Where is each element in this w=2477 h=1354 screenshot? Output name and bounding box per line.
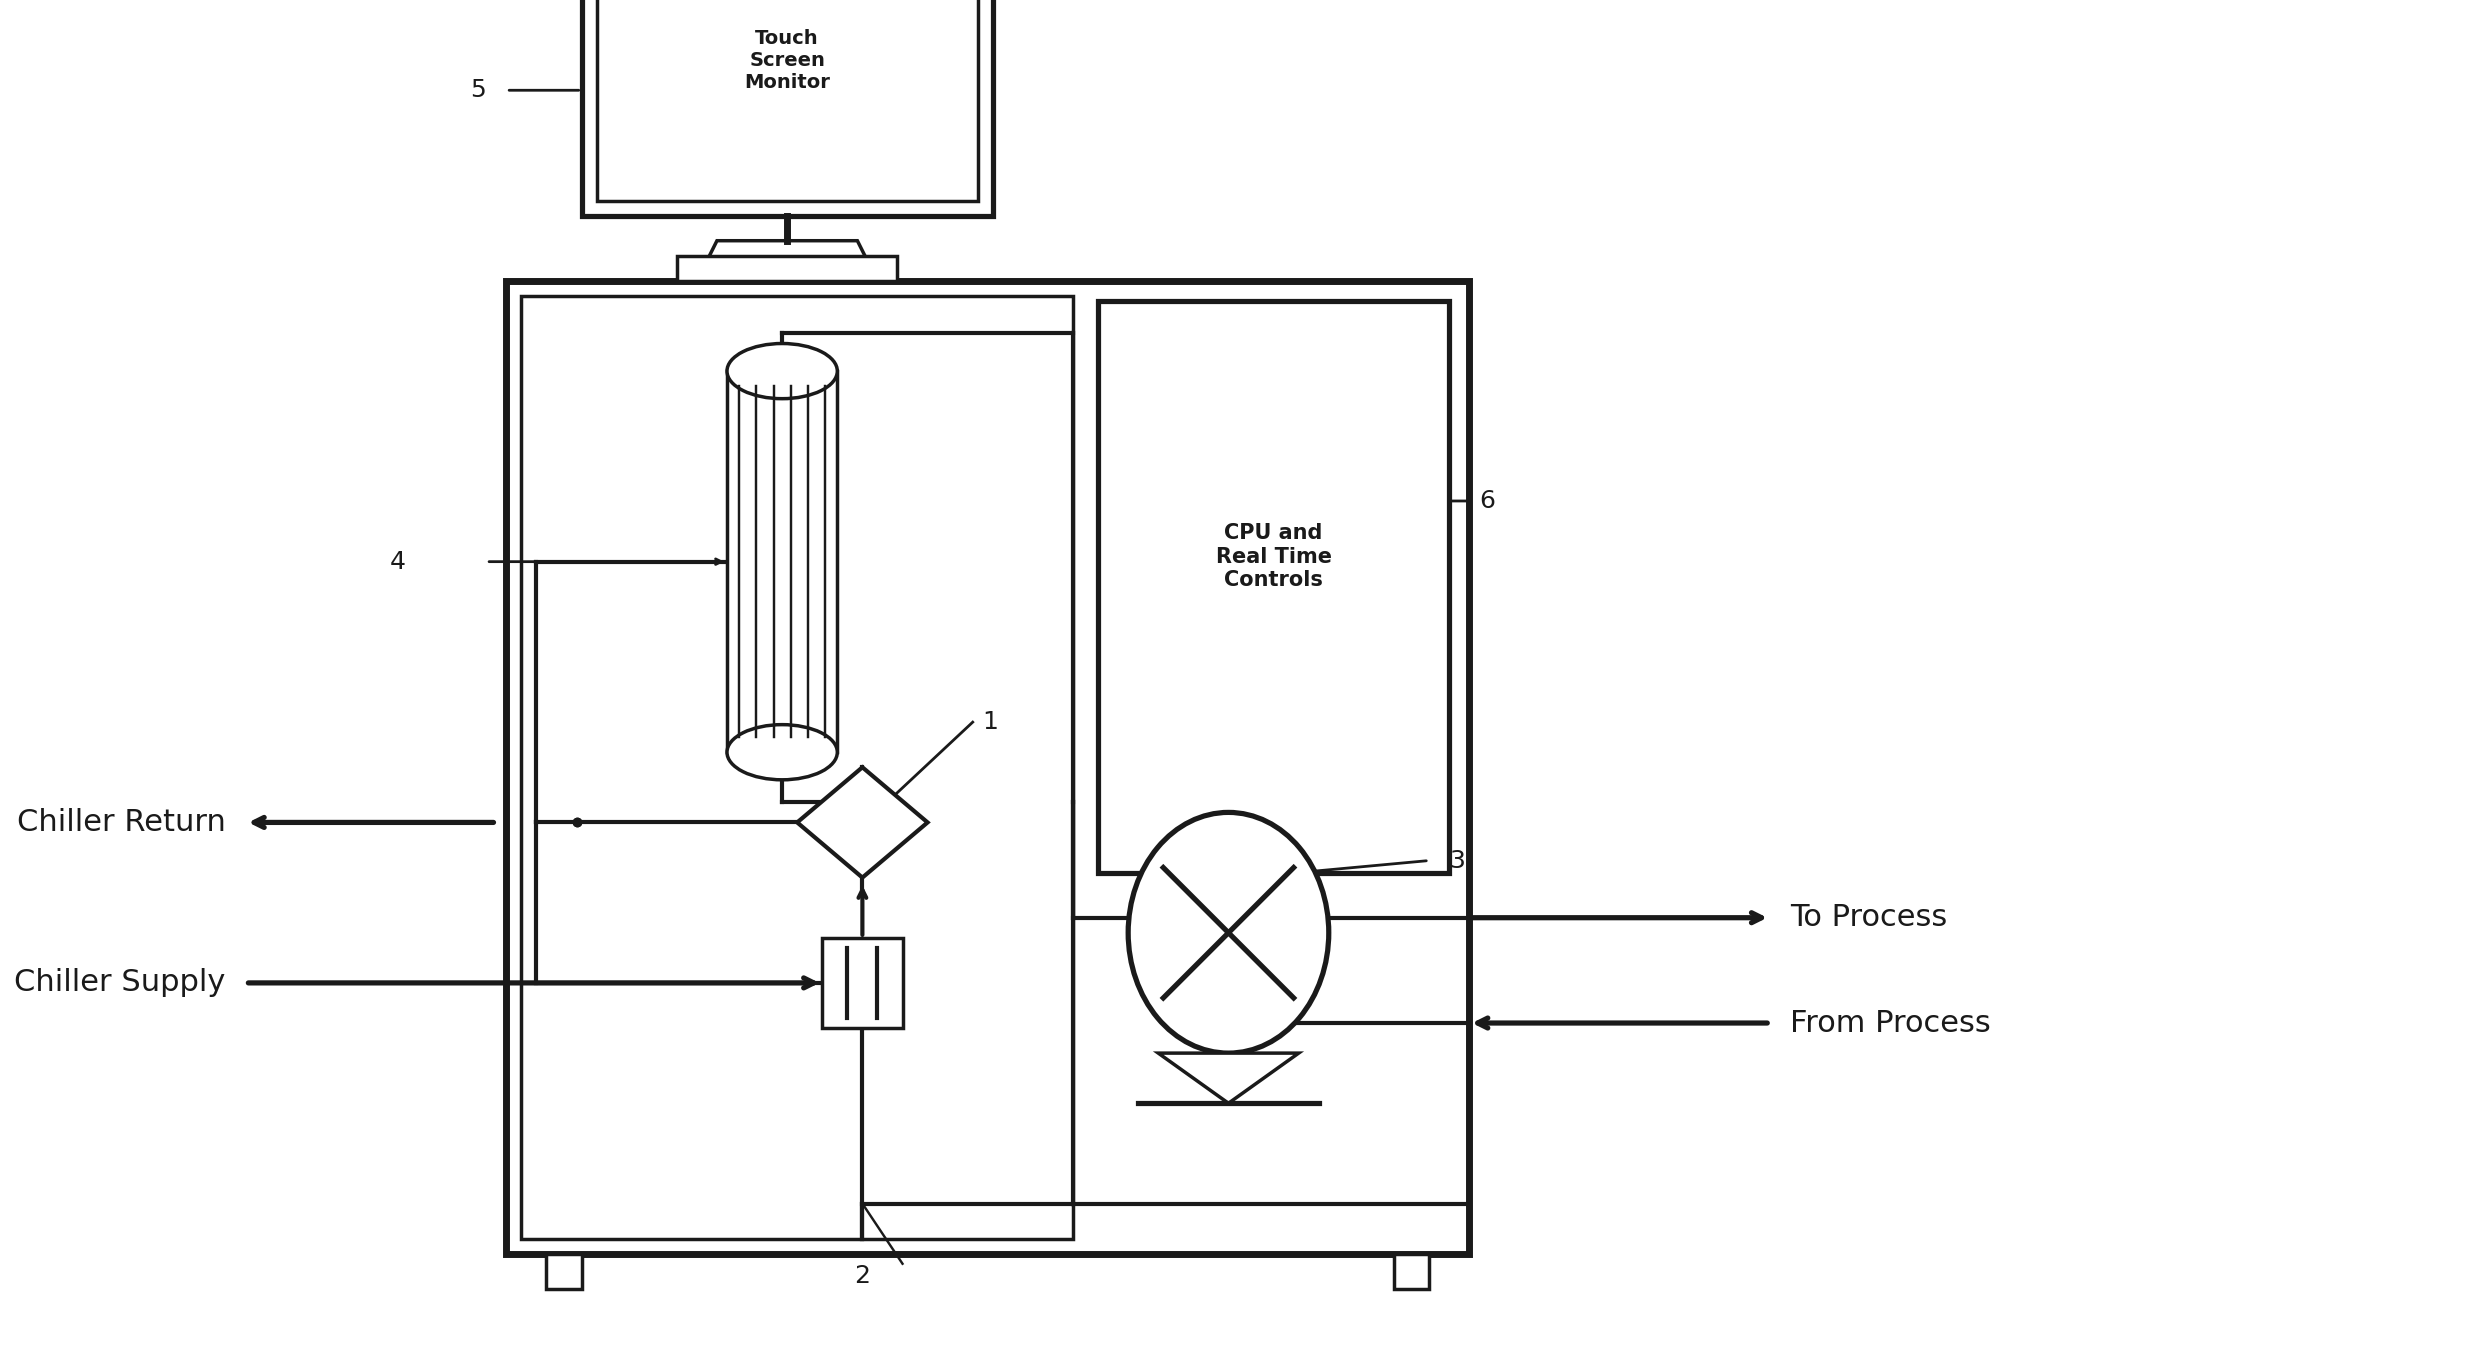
Polygon shape xyxy=(798,768,926,877)
Text: CPU and
Real Time
Controls: CPU and Real Time Controls xyxy=(1216,524,1333,590)
Text: Touch
Screen
Monitor: Touch Screen Monitor xyxy=(743,28,830,92)
Bar xyxy=(520,297,1073,1239)
Bar xyxy=(597,0,978,200)
Text: Chiller Supply: Chiller Supply xyxy=(15,968,225,998)
Text: 6: 6 xyxy=(1479,489,1496,513)
Ellipse shape xyxy=(1127,812,1328,1053)
Bar xyxy=(582,0,993,215)
Bar xyxy=(505,280,1469,1254)
Text: 3: 3 xyxy=(1449,849,1464,872)
Text: 1: 1 xyxy=(983,709,998,734)
Text: Chiller Return: Chiller Return xyxy=(17,808,225,837)
Polygon shape xyxy=(696,241,877,280)
Bar xyxy=(1097,301,1449,872)
Text: 4: 4 xyxy=(389,550,406,574)
Text: From Process: From Process xyxy=(1791,1009,1992,1037)
Ellipse shape xyxy=(726,344,837,398)
Text: To Process: To Process xyxy=(1791,903,1947,932)
Text: 5: 5 xyxy=(471,79,485,103)
Polygon shape xyxy=(1159,1053,1298,1104)
Ellipse shape xyxy=(726,724,837,780)
Bar xyxy=(676,256,897,280)
Bar xyxy=(726,371,837,753)
Text: 2: 2 xyxy=(855,1263,869,1288)
Bar xyxy=(1395,1254,1429,1289)
Bar xyxy=(547,1254,582,1289)
Bar xyxy=(822,938,902,1028)
